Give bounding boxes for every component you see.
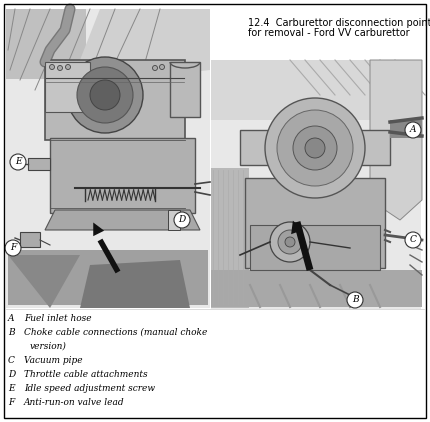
Bar <box>170 62 200 117</box>
Bar <box>45 60 185 140</box>
Text: version): version) <box>30 342 67 351</box>
Polygon shape <box>370 60 422 220</box>
Text: D: D <box>178 216 186 225</box>
Bar <box>20 232 40 247</box>
Circle shape <box>58 65 62 70</box>
Circle shape <box>348 293 362 307</box>
Bar <box>28 158 50 170</box>
Bar <box>250 225 380 270</box>
Text: Choke cable connections (manual choke: Choke cable connections (manual choke <box>24 328 207 337</box>
Bar <box>50 138 195 213</box>
Text: D: D <box>8 370 15 379</box>
Circle shape <box>305 138 325 158</box>
Text: 12.4  Carburettor disconnection points: 12.4 Carburettor disconnection points <box>248 18 430 28</box>
Text: F: F <box>8 398 14 407</box>
Text: Throttle cable attachments: Throttle cable attachments <box>24 370 147 379</box>
Bar <box>6 9 86 79</box>
Text: Anti-run-on valve lead: Anti-run-on valve lead <box>24 398 125 407</box>
Text: F: F <box>10 243 16 252</box>
Bar <box>168 210 180 230</box>
Bar <box>6 9 210 308</box>
Bar <box>211 60 421 309</box>
Circle shape <box>277 110 353 186</box>
Circle shape <box>405 232 421 248</box>
Bar <box>390 120 422 138</box>
Circle shape <box>65 65 71 70</box>
Text: E: E <box>15 157 22 167</box>
Bar <box>240 130 390 165</box>
Polygon shape <box>80 260 190 308</box>
Circle shape <box>265 98 365 198</box>
Text: E: E <box>8 384 15 393</box>
Text: Idle speed adjustment screw: Idle speed adjustment screw <box>24 384 155 393</box>
Polygon shape <box>45 210 200 230</box>
Text: A: A <box>8 314 15 323</box>
Text: Fuel inlet hose: Fuel inlet hose <box>24 314 92 323</box>
Circle shape <box>153 65 157 70</box>
Circle shape <box>90 80 120 110</box>
Polygon shape <box>8 255 80 308</box>
Circle shape <box>160 65 165 70</box>
Circle shape <box>293 126 337 170</box>
Circle shape <box>174 212 190 228</box>
Text: for removal - Ford VV carburettor: for removal - Ford VV carburettor <box>248 28 410 38</box>
Text: B: B <box>352 295 358 305</box>
Circle shape <box>5 240 21 256</box>
Bar <box>370 60 422 190</box>
Bar <box>211 270 422 307</box>
Circle shape <box>10 154 26 170</box>
Circle shape <box>347 292 363 308</box>
Circle shape <box>67 57 143 133</box>
Circle shape <box>405 122 421 138</box>
Text: B: B <box>8 328 15 337</box>
Text: C: C <box>409 235 416 244</box>
Text: C: C <box>8 356 15 365</box>
Bar <box>8 250 208 305</box>
Circle shape <box>285 237 295 247</box>
Text: Vacuum pipe: Vacuum pipe <box>24 356 83 365</box>
Bar <box>45 62 90 112</box>
Bar <box>245 178 385 268</box>
Polygon shape <box>80 9 210 80</box>
Circle shape <box>278 230 302 254</box>
Circle shape <box>77 67 133 123</box>
Bar <box>211 168 249 308</box>
Circle shape <box>49 65 55 70</box>
Text: A: A <box>410 125 416 135</box>
Circle shape <box>270 222 310 262</box>
Bar <box>211 60 421 120</box>
